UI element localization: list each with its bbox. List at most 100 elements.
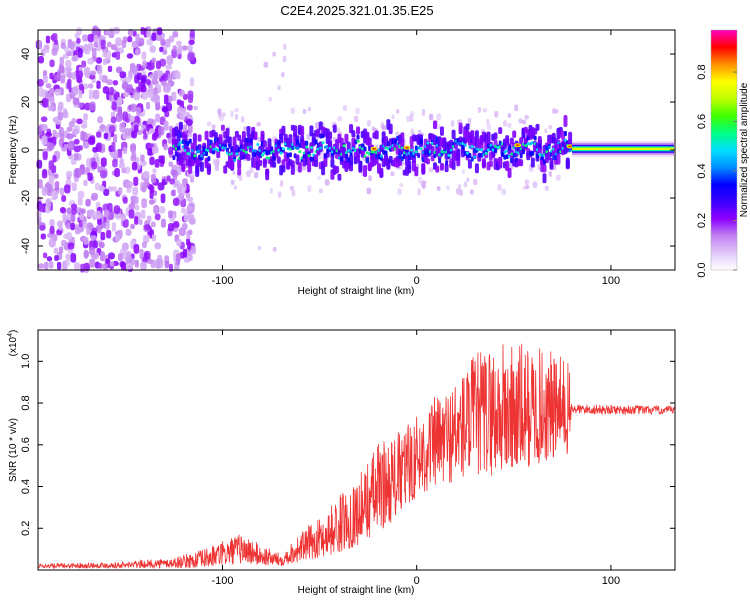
spectrogram-cell	[232, 136, 237, 148]
spectrogram-cell	[117, 106, 122, 115]
spectrogram-cell	[154, 158, 160, 168]
spectrogram-cell	[152, 94, 160, 104]
colorbar-tick-label: 0.8	[696, 64, 708, 79]
spectrogram-cell	[66, 170, 73, 178]
spectrogram-cell	[67, 248, 74, 254]
spectrogram-cell	[135, 33, 140, 44]
spectrogram-cell	[406, 115, 410, 122]
spectrogram-ytick-label: -20	[20, 190, 32, 206]
spectrogram-cell	[134, 216, 139, 225]
spectrogram-cell	[45, 35, 50, 44]
spectrogram-cell	[92, 25, 99, 36]
spectrogram-cell	[518, 118, 523, 124]
spectrogram-cell	[143, 170, 150, 179]
spectrogram-cell	[146, 79, 151, 86]
spectrogram-cell	[167, 222, 175, 232]
spectrogram-cell	[556, 153, 561, 165]
spectrogram-cell	[91, 161, 98, 170]
spectrogram-cell	[414, 145, 418, 151]
spectrogram-cell	[398, 153, 402, 159]
spectrogram-cell	[124, 127, 131, 137]
spectrogram-cell	[563, 130, 567, 136]
spectrogram-cell	[216, 149, 221, 159]
spectrogram-cell	[319, 146, 323, 150]
spectrogram-cell	[542, 173, 547, 184]
spectrogram-cell	[388, 123, 393, 135]
spectrogram-cell	[336, 127, 341, 133]
spectrogram-cell	[42, 97, 49, 108]
spectrogram-cell	[295, 146, 299, 150]
spectrogram-cell	[400, 132, 405, 144]
spectrogram-cell	[463, 181, 468, 188]
spectrogram-cell	[77, 48, 83, 58]
spectrogram-cell	[230, 110, 234, 118]
spectrogram-cell	[43, 44, 50, 50]
spectrogram-cell	[321, 164, 326, 176]
spectrogram-cell	[555, 174, 561, 181]
spectrogram-cell	[323, 145, 327, 149]
spectrogram-cell	[311, 138, 316, 147]
spectrogram-cell	[102, 86, 110, 94]
spectrogram-cell	[342, 144, 346, 148]
spectrogram-cell	[367, 120, 371, 127]
spectrogram-cell	[118, 187, 123, 195]
spectrogram-cell	[77, 145, 83, 151]
spectrogram-cell	[186, 152, 190, 156]
spectrogram-cell	[289, 185, 294, 191]
spectrogram-cell	[515, 144, 520, 147]
spectrogram-cell	[436, 186, 441, 191]
spectrogram-cell	[391, 114, 395, 120]
spectrogram-cell	[261, 153, 265, 157]
spectrogram-cell	[298, 150, 302, 154]
spectrogram-cell	[40, 116, 48, 122]
spectrogram-cell	[142, 91, 148, 100]
spectrogram-cell	[213, 132, 218, 139]
spectrogram-cell	[36, 159, 43, 169]
spectrogram-cell	[509, 137, 514, 145]
spectrogram-cell	[121, 167, 127, 174]
spectrogram-cell	[361, 143, 365, 149]
spectrogram-cell	[449, 148, 453, 152]
spectrogram-cell	[432, 120, 437, 130]
colorbar: 0.0 0.2 0.4 0.6 0.8 Normalized spectral ampl…	[696, 29, 750, 278]
spectrogram-cell	[125, 180, 133, 189]
spectrogram-cell	[507, 113, 512, 118]
spectrogram-cell	[181, 223, 188, 231]
spectrogram-cells	[35, 25, 674, 274]
spectrogram-cell	[172, 183, 178, 188]
spectrogram-cell	[171, 91, 177, 102]
spectrogram-cell	[143, 234, 150, 244]
spectrogram-cell	[110, 44, 117, 51]
spectrogram-cell	[70, 208, 78, 215]
spectrogram-cell	[53, 247, 59, 254]
spectrogram-cell	[249, 145, 253, 149]
snr-ytick-label: 0.8	[20, 395, 32, 410]
spectrogram-cell	[256, 142, 260, 146]
spectrogram-cell	[89, 258, 96, 268]
spectrogram-cell	[144, 224, 151, 231]
spectrogram-cell	[355, 107, 360, 115]
spectrogram-cell	[265, 169, 270, 181]
spectrogram-cell	[67, 242, 75, 250]
spectrogram-cell	[187, 213, 195, 220]
spectrogram-cell	[379, 154, 383, 158]
spectrogram-cell	[149, 190, 154, 199]
spectrogram-cell	[286, 152, 290, 158]
spectrogram-cell	[528, 166, 534, 172]
spectrogram-cell	[66, 126, 73, 132]
spectrogram-cell	[267, 149, 271, 155]
spectrogram-cell	[36, 78, 44, 87]
spectrogram-cell	[418, 176, 422, 184]
spectrogram-cell	[187, 44, 193, 51]
spectrogram-cell	[181, 207, 186, 214]
spectrogram-cell	[288, 152, 292, 158]
spectrogram-cell	[279, 151, 283, 155]
spectrogram-cell	[233, 185, 237, 190]
spectrogram-cell	[141, 241, 147, 249]
spectrogram-cell	[152, 168, 157, 174]
spectrogram-cell	[83, 236, 89, 245]
spectrogram-cell	[512, 130, 517, 138]
spectrogram-cell	[140, 70, 147, 76]
spectrogram-cell	[103, 222, 110, 230]
spectrogram-cell	[154, 242, 162, 250]
